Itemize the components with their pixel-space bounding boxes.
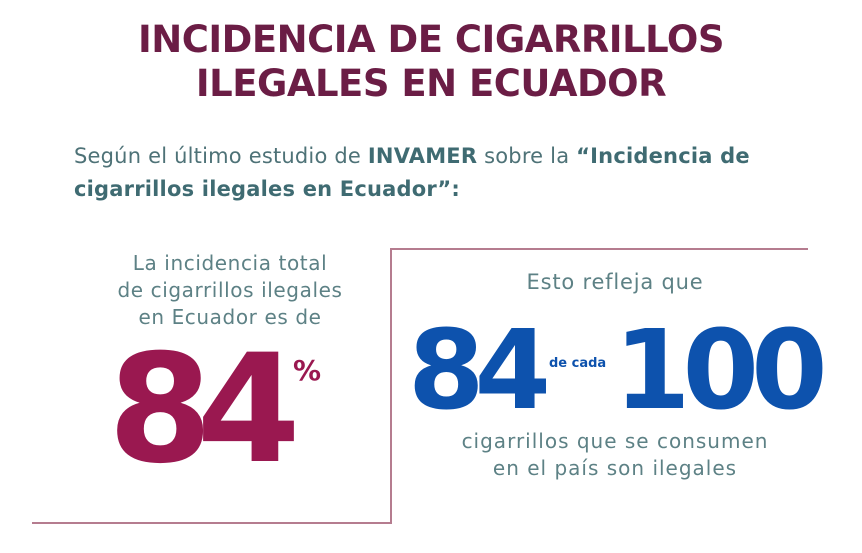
incidence-caption-line-2: de cigarrillos ilegales bbox=[117, 278, 343, 302]
intro-paragraph: Según el último estudio de INVAMER sobre… bbox=[74, 140, 834, 206]
ratio-caption-bottom-line-1: cigarrillos que se consumen bbox=[461, 429, 769, 453]
intro-study-title: “Incidencia de cigarrillos ilegales en E… bbox=[74, 144, 750, 201]
percent-sign: % bbox=[293, 354, 322, 387]
incidence-caption-line-1: La incidencia total bbox=[132, 251, 328, 275]
title-line-1: INCIDENCIA DE CIGARRILLOS bbox=[137, 18, 725, 61]
ratio-denominator: 100 bbox=[614, 306, 828, 434]
incidence-caption-line-3: en Ecuador es de bbox=[138, 305, 322, 329]
incidence-value: 84 bbox=[108, 323, 301, 497]
intro-source: INVAMER bbox=[367, 144, 478, 168]
intro-prefix: Según el último estudio de bbox=[74, 144, 368, 168]
frame-line-left-bottom bbox=[32, 522, 392, 524]
frame-line-divider bbox=[390, 248, 392, 524]
frame-line-right-top bbox=[390, 248, 808, 250]
ratio-caption-top: Esto refleja que bbox=[526, 270, 704, 294]
incidence-caption: La incidencia total de cigarrillos ilega… bbox=[60, 250, 400, 331]
page-title: INCIDENCIA DE CIGARRILLOS ILEGALES EN EC… bbox=[0, 18, 862, 106]
ratio-caption-bottom: cigarrillos que se consumen en el país s… bbox=[400, 428, 830, 482]
ratio-connector: de cada bbox=[549, 356, 607, 371]
intro-middle: sobre la bbox=[477, 144, 577, 168]
ratio-numerator: 84 bbox=[408, 306, 551, 434]
title-line-2: ILEGALES EN ECUADOR bbox=[195, 62, 667, 105]
ratio-caption-bottom-line-2: en el país son ilegales bbox=[492, 456, 738, 480]
